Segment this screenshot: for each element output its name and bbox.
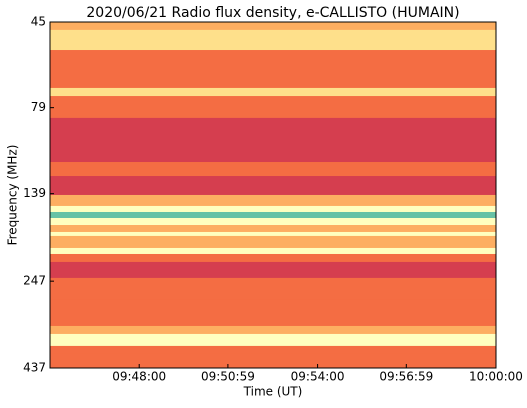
spectrum-band [50, 211, 496, 219]
spectrum-band [50, 29, 496, 51]
x-axis-label: Time (UT) [243, 385, 303, 399]
spectrum-band [50, 299, 496, 327]
spectrum-band [50, 50, 496, 89]
y-tick-label: 45 [31, 15, 46, 29]
spectrum-band [50, 253, 496, 263]
spectrum-band [50, 353, 496, 369]
spectrum-band [50, 261, 496, 279]
plot-frame [49, 21, 497, 369]
spectrum-band [50, 231, 496, 237]
spectrum-band [50, 22, 496, 31]
spectrum-band [50, 176, 496, 196]
spectrum-band [50, 194, 496, 207]
x-tick-label: 09:48:00 [112, 370, 166, 384]
y-axis-label: Frequency (MHz) [6, 145, 20, 246]
x-tick-label: 09:50:59 [201, 370, 255, 384]
x-tick-label: 09:56:59 [379, 370, 433, 384]
spectrum-band [50, 235, 496, 249]
x-tick-label: 09:54:00 [291, 370, 345, 384]
spectrum-band [50, 162, 496, 177]
x-tick-label: 10:00:00 [469, 370, 523, 384]
spectrum-band [50, 87, 496, 97]
y-tick-label: 79 [31, 100, 46, 114]
chart-title: 2020/06/21 Radio flux density, e-CALLIST… [86, 5, 459, 21]
spectrum-band [50, 277, 496, 301]
y-tick-label: 247 [23, 274, 46, 288]
spectrum-band [50, 117, 496, 163]
y-tick-label: 139 [23, 186, 46, 200]
y-tick-label: 437 [23, 361, 46, 375]
spectrum-band [50, 217, 496, 226]
spectrum-band [50, 247, 496, 255]
spectrum-band [50, 325, 496, 335]
spectrum-band [50, 96, 496, 119]
spectrum-band [50, 345, 496, 355]
spectrum-band [50, 225, 496, 233]
spectrum-band [50, 205, 496, 213]
spectrum-band [50, 333, 496, 347]
